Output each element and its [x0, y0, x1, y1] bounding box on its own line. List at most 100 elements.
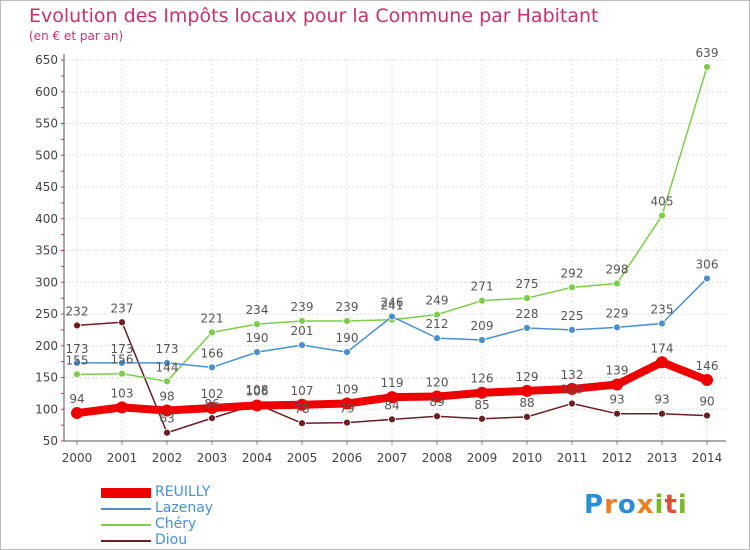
legend-label-reuilly: REUILLY: [155, 484, 211, 500]
data-point-chry: [163, 377, 171, 386]
logo-letter: t: [664, 490, 678, 520]
data-point-diou: [118, 318, 126, 327]
data-point-lazenay: [388, 312, 396, 321]
chart-subtitle: (en € et par an): [29, 29, 124, 43]
data-label-diou: 237: [111, 301, 134, 315]
data-point-diou: [703, 411, 711, 420]
data-label-reuilly: 98: [159, 390, 174, 404]
data-label-lazenay: 212: [426, 317, 449, 331]
data-point-diou: [568, 399, 576, 408]
data-point-chry: [478, 296, 486, 305]
data-label-lazenay: 173: [156, 342, 179, 356]
data-label-diou: 232: [66, 304, 89, 318]
legend-label-lazenay: Lazenay: [155, 500, 214, 516]
data-point-reuilly: [611, 378, 623, 391]
data-point-lazenay: [433, 334, 441, 343]
data-point-lazenay: [613, 323, 621, 332]
x-tick-label: 2012: [602, 451, 633, 465]
data-label-chry: 241: [381, 299, 404, 313]
data-label-diou: 108: [246, 383, 269, 397]
y-tick-label: 300: [35, 275, 58, 289]
data-point-lazenay: [163, 358, 171, 367]
data-label-reuilly: 120: [426, 376, 449, 390]
data-label-chry: 275: [516, 277, 539, 291]
data-point-lazenay: [208, 363, 216, 372]
data-point-chry: [433, 310, 441, 319]
data-point-chry: [343, 317, 351, 325]
data-label-reuilly: 174: [651, 341, 674, 355]
data-label-chry: 239: [291, 300, 314, 314]
logo-letter: o: [617, 490, 637, 520]
logo-letter: P: [584, 490, 605, 520]
data-point-reuilly: [386, 391, 398, 404]
data-point-chry: [73, 370, 81, 379]
data-label-diou: 88: [519, 396, 534, 410]
data-label-lazenay: 173: [66, 342, 89, 356]
data-label-reuilly: 129: [516, 370, 539, 384]
x-tick-label: 2007: [377, 451, 408, 465]
data-label-reuilly: 119: [381, 376, 404, 390]
data-point-diou: [73, 321, 81, 330]
data-label-lazenay: 173: [111, 342, 134, 356]
logo-letter: x: [636, 490, 655, 520]
data-point-lazenay: [253, 348, 261, 357]
data-label-reuilly: 132: [561, 368, 584, 382]
data-point-reuilly: [206, 401, 218, 414]
data-point-diou: [388, 415, 396, 424]
data-label-chry: 298: [606, 263, 629, 277]
data-point-chry: [253, 320, 261, 329]
data-label-diou: 78: [294, 402, 309, 416]
data-point-reuilly: [251, 399, 263, 412]
legend-swatch-reuilly: [101, 488, 151, 498]
data-label-reuilly: 107: [291, 384, 314, 398]
logo-letter: i: [677, 490, 688, 520]
data-label-reuilly: 94: [69, 392, 84, 406]
data-label-lazenay: 166: [201, 346, 224, 360]
data-label-reuilly: 102: [201, 387, 224, 401]
data-label-diou: 85: [474, 398, 489, 412]
data-point-lazenay: [658, 319, 666, 328]
data-label-lazenay: 229: [606, 306, 629, 320]
data-label-chry: 292: [561, 266, 584, 280]
data-label-lazenay: 190: [336, 331, 359, 345]
x-tick-label: 2009: [467, 451, 498, 465]
data-label-diou: 93: [654, 393, 669, 407]
x-tick-label: 2003: [197, 451, 228, 465]
y-tick-label: 100: [35, 402, 58, 416]
data-point-reuilly: [566, 382, 578, 395]
data-label-lazenay: 201: [291, 324, 314, 338]
x-tick-label: 2002: [152, 451, 183, 465]
data-label-diou: 79: [339, 402, 354, 416]
x-tick-label: 2008: [422, 451, 453, 465]
y-tick-label: 500: [35, 148, 58, 162]
data-point-lazenay: [298, 341, 306, 350]
legend-swatch-chery: [101, 524, 151, 526]
data-label-diou: 86: [204, 397, 219, 411]
x-tick-label: 2000: [62, 451, 93, 465]
data-point-chry: [703, 63, 711, 71]
data-point-reuilly: [161, 404, 173, 417]
x-tick-label: 2013: [647, 451, 678, 465]
y-tick-label: 150: [35, 371, 58, 385]
data-label-chry: 271: [471, 280, 494, 294]
x-tick-label: 2005: [287, 451, 318, 465]
data-point-diou: [433, 412, 441, 421]
data-label-lazenay: 228: [516, 307, 539, 321]
data-point-chry: [658, 211, 666, 220]
data-point-diou: [298, 419, 306, 428]
data-label-lazenay: 246: [381, 296, 404, 310]
data-point-diou: [208, 414, 216, 423]
data-label-diou: 90: [699, 395, 714, 409]
data-point-reuilly: [656, 356, 668, 369]
x-tick-label: 2001: [107, 451, 138, 465]
data-point-chry: [613, 279, 621, 288]
data-point-diou: [523, 412, 531, 421]
y-tick-label: 350: [35, 244, 58, 258]
data-point-diou: [658, 409, 666, 418]
data-point-reuilly: [296, 398, 308, 411]
data-label-chry: 239: [336, 300, 359, 314]
data-point-chry: [298, 317, 306, 325]
data-label-chry: 221: [201, 311, 224, 325]
data-label-chry: 144: [156, 360, 179, 374]
